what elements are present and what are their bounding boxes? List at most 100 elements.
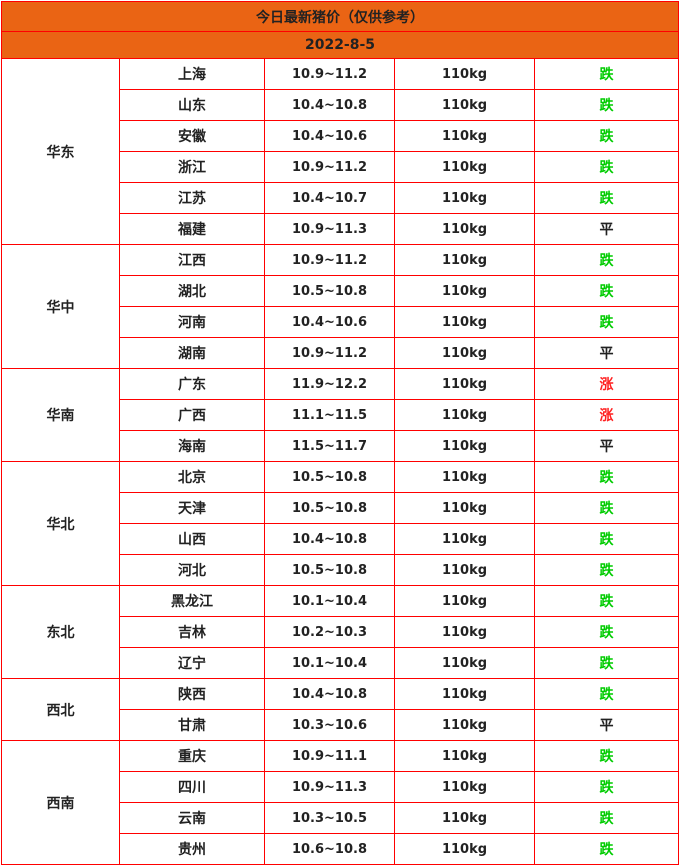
province-cell: 河北 xyxy=(119,554,265,586)
weight-cell: 110kg xyxy=(394,585,535,617)
trend-cell: 跌 xyxy=(533,244,679,276)
price-cell: 10.5~10.8 xyxy=(264,275,395,307)
price-cell: 10.5~10.8 xyxy=(264,492,395,524)
price-cell: 10.3~10.6 xyxy=(264,709,395,741)
trend-cell: 跌 xyxy=(533,554,679,586)
weight-cell: 110kg xyxy=(394,306,535,338)
price-cell: 10.5~10.8 xyxy=(264,461,395,493)
table-row: 福建 10.9~11.3 110kg 平 xyxy=(2,213,679,245)
price-cell: 10.3~10.5 xyxy=(264,802,395,834)
province-cell: 湖北 xyxy=(119,275,265,307)
table-row: 贵州 10.6~10.8 110kg 跌 xyxy=(2,833,679,865)
trend-cell: 涨 xyxy=(533,368,679,400)
province-cell: 上海 xyxy=(119,58,265,90)
province-cell: 云南 xyxy=(119,802,265,834)
weight-cell: 110kg xyxy=(394,492,535,524)
province-cell: 四川 xyxy=(119,771,265,803)
province-cell: 黑龙江 xyxy=(119,585,265,617)
price-cell: 10.4~10.8 xyxy=(264,678,395,710)
weight-cell: 110kg xyxy=(394,740,535,772)
table-row: 甘肃 10.3~10.6 110kg 平 xyxy=(2,709,679,741)
trend-cell: 跌 xyxy=(533,678,679,710)
trend-cell: 跌 xyxy=(533,306,679,338)
trend-cell: 跌 xyxy=(533,182,679,214)
weight-cell: 110kg xyxy=(394,461,535,493)
table-row: 湖北 10.5~10.8 110kg 跌 xyxy=(2,275,679,307)
region-cell: 西北 xyxy=(1,678,120,741)
province-cell: 陕西 xyxy=(119,678,265,710)
province-cell: 浙江 xyxy=(119,151,265,183)
table-row: 山东 10.4~10.8 110kg 跌 xyxy=(2,89,679,121)
trend-cell: 跌 xyxy=(533,89,679,121)
province-cell: 广西 xyxy=(119,399,265,431)
price-cell: 10.4~10.8 xyxy=(264,523,395,555)
price-cell: 10.2~10.3 xyxy=(264,616,395,648)
region-cell: 东北 xyxy=(1,585,120,679)
province-cell: 北京 xyxy=(119,461,265,493)
weight-cell: 110kg xyxy=(394,120,535,152)
trend-cell: 平 xyxy=(533,709,679,741)
region-cell: 华中 xyxy=(1,244,120,369)
province-cell: 重庆 xyxy=(119,740,265,772)
table-row: 西南 重庆 10.9~11.1 110kg 跌 xyxy=(1,740,679,865)
trend-cell: 平 xyxy=(533,337,679,369)
weight-cell: 110kg xyxy=(394,802,535,834)
trend-cell: 涨 xyxy=(533,399,679,431)
price-cell: 10.9~11.2 xyxy=(264,244,395,276)
trend-cell: 跌 xyxy=(533,616,679,648)
trend-cell: 跌 xyxy=(533,802,679,834)
region-cell: 华南 xyxy=(1,368,120,462)
price-cell: 10.4~10.7 xyxy=(264,182,395,214)
price-cell: 10.1~10.4 xyxy=(264,585,395,617)
price-cell: 11.1~11.5 xyxy=(264,399,395,431)
weight-cell: 110kg xyxy=(394,244,535,276)
price-cell: 11.9~12.2 xyxy=(264,368,395,400)
trend-cell: 跌 xyxy=(533,58,679,90)
price-cell: 10.9~11.2 xyxy=(264,337,395,369)
price-cell: 10.1~10.4 xyxy=(264,647,395,679)
weight-cell: 110kg xyxy=(394,833,535,865)
trend-cell: 跌 xyxy=(533,647,679,679)
price-cell: 10.4~10.8 xyxy=(264,89,395,121)
province-cell: 江西 xyxy=(119,244,265,276)
weight-cell: 110kg xyxy=(394,337,535,369)
price-cell: 10.4~10.6 xyxy=(264,120,395,152)
trend-cell: 跌 xyxy=(533,523,679,555)
weight-cell: 110kg xyxy=(394,213,535,245)
region-cell: 西南 xyxy=(1,740,120,865)
province-cell: 江苏 xyxy=(119,182,265,214)
weight-cell: 110kg xyxy=(394,58,535,90)
weight-cell: 110kg xyxy=(394,647,535,679)
province-cell: 贵州 xyxy=(119,833,265,865)
table-row: 浙江 10.9~11.2 110kg 跌 xyxy=(2,151,679,183)
table-row: 辽宁 10.1~10.4 110kg 跌 xyxy=(2,647,679,679)
trend-cell: 跌 xyxy=(533,833,679,865)
province-cell: 安徽 xyxy=(119,120,265,152)
price-cell: 10.4~10.6 xyxy=(264,306,395,338)
trend-cell: 跌 xyxy=(533,461,679,493)
province-cell: 吉林 xyxy=(119,616,265,648)
trend-cell: 跌 xyxy=(533,120,679,152)
price-cell: 10.9~11.3 xyxy=(264,213,395,245)
weight-cell: 110kg xyxy=(394,430,535,462)
table-row: 河北 10.5~10.8 110kg 跌 xyxy=(2,554,679,586)
table-row: 安徽 10.4~10.6 110kg 跌 xyxy=(2,120,679,152)
weight-cell: 110kg xyxy=(394,771,535,803)
weight-cell: 110kg xyxy=(394,523,535,555)
trend-cell: 跌 xyxy=(533,492,679,524)
price-cell: 11.5~11.7 xyxy=(264,430,395,462)
weight-cell: 110kg xyxy=(394,368,535,400)
table-date: 2022-8-5 xyxy=(0,31,679,59)
weight-cell: 110kg xyxy=(394,399,535,431)
price-cell: 10.5~10.8 xyxy=(264,554,395,586)
table-row: 云南 10.3~10.5 110kg 跌 xyxy=(2,802,679,834)
table-row: 华中 江西 10.9~11.2 110kg 跌 xyxy=(1,244,679,369)
table-row: 吉林 10.2~10.3 110kg 跌 xyxy=(2,616,679,648)
trend-cell: 跌 xyxy=(533,585,679,617)
table-title: 今日最新猪价（仅供参考） xyxy=(0,1,679,32)
province-cell: 广东 xyxy=(119,368,265,400)
table-row: 山西 10.4~10.8 110kg 跌 xyxy=(2,523,679,555)
weight-cell: 110kg xyxy=(394,709,535,741)
weight-cell: 110kg xyxy=(394,89,535,121)
table-row: 河南 10.4~10.6 110kg 跌 xyxy=(2,306,679,338)
